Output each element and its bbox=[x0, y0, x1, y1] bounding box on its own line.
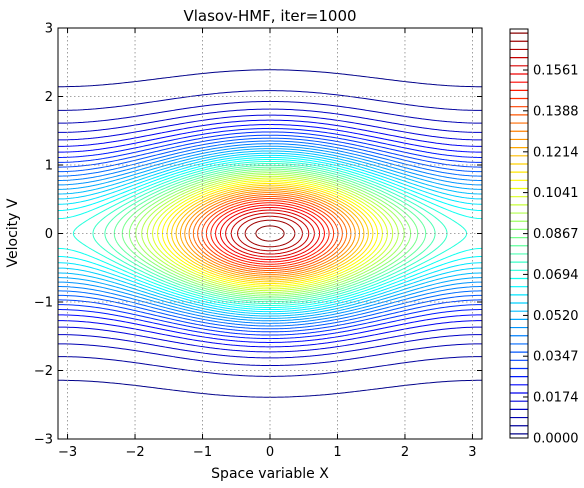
contour-level bbox=[244, 219, 296, 248]
contour-level bbox=[171, 184, 369, 283]
chart-title: Vlasov-HMF, iter=1000 bbox=[183, 7, 356, 25]
x-tick-label: 3 bbox=[468, 445, 476, 460]
contour-level bbox=[58, 150, 482, 317]
contour-level bbox=[135, 172, 405, 295]
contour-level bbox=[255, 225, 285, 242]
contour-lines bbox=[58, 69, 482, 398]
y-tick-label: −1 bbox=[34, 296, 53, 311]
x-tick-label: 2 bbox=[401, 445, 409, 460]
y-axis-ticks: −3 −2 −1 0 1 2 3 bbox=[34, 22, 482, 448]
contour-level bbox=[184, 190, 356, 277]
contour-level bbox=[58, 145, 482, 322]
contour-level bbox=[104, 164, 436, 303]
colorbar-ticks: 0.0000 0.0174 0.0347 0.0520 0.0694 0.0867 0.10… bbox=[523, 64, 579, 447]
contour-level bbox=[58, 143, 482, 324]
contour-level bbox=[230, 212, 310, 255]
contour-level bbox=[113, 166, 427, 301]
plot-area: −3 −2 −1 0 1 2 3 −3 −2 −1 0 1 2 3 bbox=[34, 22, 483, 460]
contour-level bbox=[146, 175, 394, 292]
colorbar-tick-label: 0.0867 bbox=[533, 227, 579, 242]
colorbar-tick-label: 0.1041 bbox=[533, 186, 579, 201]
contour-level bbox=[58, 119, 482, 348]
contour-level bbox=[58, 124, 482, 343]
contour-level bbox=[92, 162, 448, 305]
colorbar-tick-label: 0.1214 bbox=[533, 145, 579, 160]
contour-level bbox=[58, 137, 482, 330]
colorbar-tick-label: 0.0694 bbox=[533, 268, 579, 283]
x-axis-label: Space variable X bbox=[211, 466, 329, 482]
contour-level bbox=[72, 160, 468, 307]
contour-level bbox=[58, 134, 482, 333]
contour-level bbox=[225, 209, 315, 258]
contour-level bbox=[179, 188, 361, 279]
contour-level bbox=[58, 100, 482, 367]
x-tick-label: −3 bbox=[58, 445, 77, 460]
contour-level bbox=[141, 174, 399, 293]
contour-level bbox=[58, 127, 482, 340]
x-tick-label: −1 bbox=[193, 445, 212, 460]
x-tick-label: 1 bbox=[333, 445, 341, 460]
colorbar-tick-label: 0.1388 bbox=[533, 104, 579, 119]
contour-level bbox=[58, 148, 482, 319]
y-axis-label: Velocity V bbox=[5, 198, 21, 267]
contour-level bbox=[219, 206, 321, 261]
contour-level bbox=[58, 131, 482, 336]
contour-level bbox=[175, 186, 365, 281]
contour-level bbox=[58, 154, 482, 313]
colorbar-tick-label: 0.1561 bbox=[533, 64, 579, 79]
colorbar-tick-label: 0.0347 bbox=[533, 350, 579, 365]
contour-level bbox=[128, 170, 412, 297]
colorbar-tick-label: 0.0000 bbox=[533, 432, 579, 447]
contour-level bbox=[188, 192, 352, 275]
x-tick-label: −2 bbox=[125, 445, 144, 460]
contour-level bbox=[58, 90, 482, 377]
contour-level bbox=[237, 215, 303, 252]
colorbar-levels bbox=[510, 32, 528, 435]
x-tick-label: 0 bbox=[266, 445, 274, 460]
x-axis-ticks: −3 −2 −1 0 1 2 3 bbox=[58, 28, 477, 460]
y-tick-label: 1 bbox=[45, 159, 53, 174]
colorbar-tick-label: 0.0174 bbox=[533, 390, 579, 405]
contour-level bbox=[58, 114, 482, 353]
y-tick-label: 3 bbox=[45, 22, 53, 37]
contour-level bbox=[58, 158, 482, 309]
contour-level bbox=[197, 195, 343, 272]
y-tick-label: −2 bbox=[34, 364, 53, 379]
colorbar-tick-label: 0.0520 bbox=[533, 309, 579, 324]
contour-level bbox=[58, 108, 482, 359]
contour-level bbox=[58, 152, 482, 315]
contour-level bbox=[192, 194, 348, 273]
contour-level bbox=[215, 204, 325, 263]
contour-level bbox=[58, 156, 482, 311]
contour-level bbox=[121, 168, 419, 299]
colorbar: 0.0000 0.0174 0.0347 0.0520 0.0694 0.0867 0.10… bbox=[509, 28, 579, 447]
contour-level bbox=[210, 202, 330, 265]
contour-level bbox=[157, 179, 383, 288]
y-tick-label: 2 bbox=[45, 90, 53, 105]
contour-level bbox=[58, 69, 482, 398]
contour-level bbox=[205, 200, 335, 267]
contour-level bbox=[161, 181, 379, 286]
contour-level bbox=[58, 140, 482, 327]
contour-level bbox=[201, 197, 339, 270]
y-tick-label: 0 bbox=[45, 227, 53, 242]
contour-level bbox=[166, 182, 374, 285]
y-tick-label: −3 bbox=[34, 433, 53, 448]
